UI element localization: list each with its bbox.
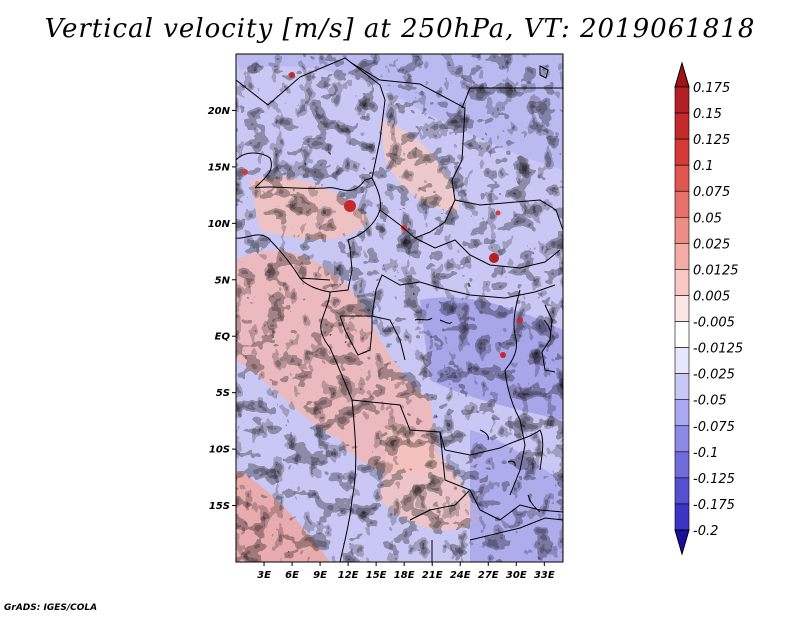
lon-tick-label: 21E: [422, 570, 443, 581]
lon-tick-label: 30E: [506, 570, 527, 581]
colorbar-segment: [674, 86, 690, 114]
colorbar-segment: [674, 399, 690, 427]
lon-tick-label: 24E: [450, 570, 471, 581]
colorbar-segment: [674, 112, 690, 140]
map-frame: [235, 53, 564, 563]
lon-tick-label: 9E: [313, 570, 327, 581]
lon-tick-label: 6E: [285, 570, 299, 581]
colorbar-segment: [674, 138, 690, 166]
lat-tick-label: 15S: [209, 501, 230, 512]
colorbar-label: -0.025: [693, 368, 735, 383]
lon-tick-label: 18E: [394, 570, 415, 581]
colorbar-segment: [674, 164, 690, 192]
colorbar-segment: [674, 216, 690, 244]
colorbar-top-arrow: [674, 61, 690, 88]
colorbar-label: 0.125: [693, 133, 730, 148]
lon-tick-label: 33E: [534, 570, 555, 581]
lat-tick-label: 15N: [208, 162, 231, 173]
lat-tick-label: 20N: [208, 106, 231, 117]
colorbar-label: 0.05: [693, 211, 722, 226]
colorbar-segment: [674, 503, 690, 531]
lon-tick-label: 15E: [366, 570, 387, 581]
colorbar-segment: [674, 295, 690, 322]
colorbar-segment: [674, 321, 690, 348]
lon-tick-label: 27E: [478, 570, 499, 581]
lat-tick-label: 10S: [209, 445, 230, 456]
lat-tick-label: 10N: [208, 219, 231, 230]
colorbar-label: -0.0125: [693, 342, 743, 357]
map-title: Vertical velocity [m/s] at 250hPa, VT: 2…: [44, 14, 756, 44]
colorbar-segment: [674, 269, 690, 296]
colorbar-segment: [674, 243, 690, 270]
lat-tick-label: 5S: [216, 388, 230, 399]
colorbar-label: -0.2: [693, 524, 718, 539]
velocity-field: [236, 54, 563, 562]
colorbar-bottom-arrow: [674, 529, 690, 556]
grads-credit: GrADS: IGES/COLA: [4, 603, 98, 613]
colorbar-segment: [674, 190, 690, 218]
country-borders: [236, 57, 563, 562]
colorbar-label: -0.175: [693, 498, 735, 513]
colorbar-segment: [674, 425, 690, 453]
colorbar-label: -0.125: [693, 472, 735, 487]
colorbar-label: 0.15: [693, 107, 722, 122]
colorbar-label: 0.075: [693, 185, 730, 200]
lon-tick-label: 3E: [257, 570, 271, 581]
colorbar-label: -0.05: [693, 394, 727, 409]
colorbar-segment: [674, 477, 690, 505]
colorbar: 0.175 0.15 0.125 0.1 0.075 0.05 0.025 0.0125 0.0…: [674, 61, 743, 556]
colorbar-label: -0.075: [693, 420, 735, 435]
lat-tick-label: 5N: [215, 275, 231, 286]
colorbar-label: 0.1: [693, 159, 714, 174]
colorbar-label: 0.175: [693, 81, 730, 96]
colorbar-label: -0.005: [693, 316, 735, 331]
colorbar-label: 0.025: [693, 237, 730, 252]
colorbar-label: 0.0125: [693, 263, 739, 278]
colorbar-label: -0.1: [693, 446, 718, 461]
colorbar-segment: [674, 373, 690, 401]
colorbar-label: 0.005: [693, 289, 730, 304]
colorbar-segment: [674, 347, 690, 374]
lat-tick-label: EQ: [215, 332, 231, 343]
latitude-axis: 20N 15N 10N 5N EQ 5S 10S 15S: [208, 106, 236, 512]
colorbar-segment: [674, 451, 690, 479]
lon-tick-label: 12E: [338, 570, 359, 581]
longitude-axis: 3E 6E 9E 12E 15E 18E 21E 24E 27E 30E 33E: [257, 562, 555, 581]
